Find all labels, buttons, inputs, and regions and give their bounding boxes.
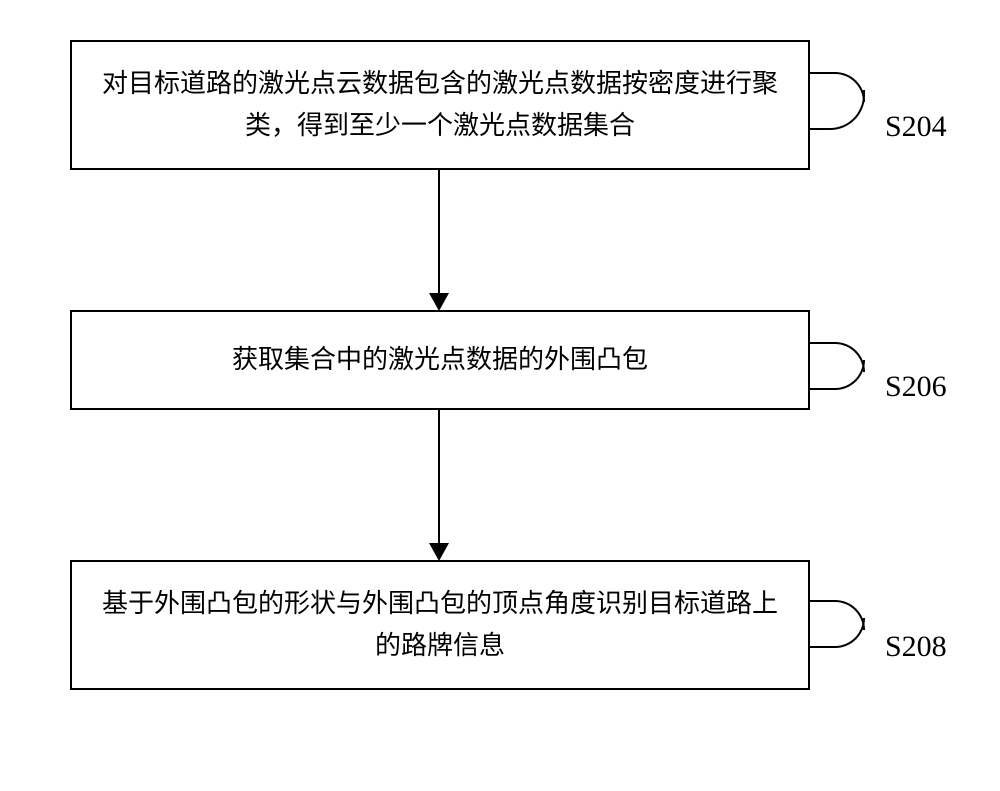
flowchart-container: 对目标道路的激光点云数据包含的激光点数据按密度进行聚类，得到至少一个激光点数据集… <box>0 0 1000 791</box>
connector-curve-s206-bottom <box>810 360 865 390</box>
connector-curve-s204-bottom <box>810 90 865 130</box>
connector-curve-s208-bottom <box>810 618 865 648</box>
step-label-s206: S206 <box>885 370 947 404</box>
step-text-s208: 基于外围凸包的形状与外围凸包的顶点角度识别目标道路上的路牌信息 <box>102 583 778 666</box>
step-box-s206: 获取集合中的激光点数据的外围凸包 <box>70 310 810 410</box>
step-text-s204: 对目标道路的激光点云数据包含的激光点数据按密度进行聚类，得到至少一个激光点数据集… <box>102 63 778 146</box>
arrow-s206-s208 <box>438 410 440 545</box>
step-box-s204: 对目标道路的激光点云数据包含的激光点数据按密度进行聚类，得到至少一个激光点数据集… <box>70 40 810 170</box>
arrow-s204-s206 <box>438 170 440 295</box>
step-label-s208: S208 <box>885 630 947 664</box>
step-text-s206: 获取集合中的激光点数据的外围凸包 <box>232 339 648 381</box>
arrowhead-s206-s208 <box>429 543 449 561</box>
arrowhead-s204-s206 <box>429 293 449 311</box>
step-label-s204: S204 <box>885 110 947 144</box>
step-box-s208: 基于外围凸包的形状与外围凸包的顶点角度识别目标道路上的路牌信息 <box>70 560 810 690</box>
